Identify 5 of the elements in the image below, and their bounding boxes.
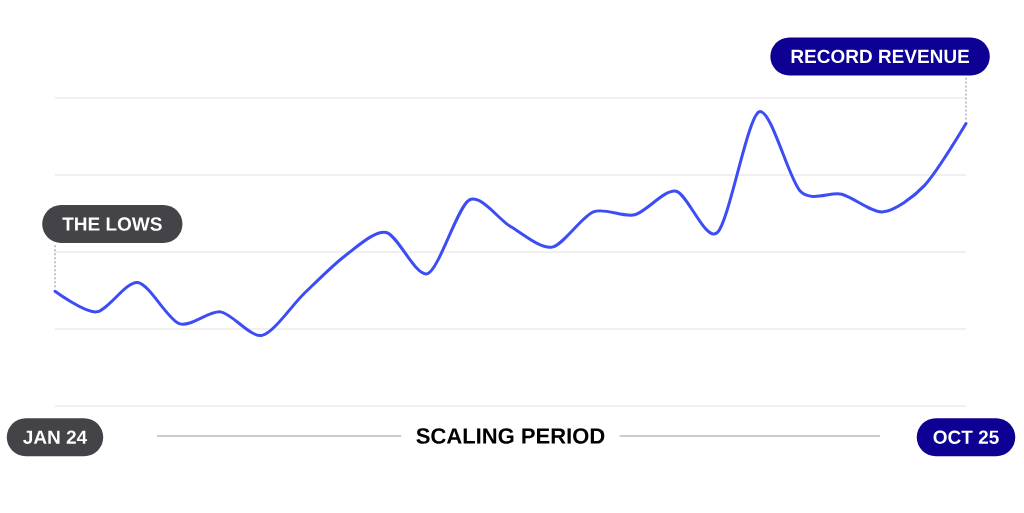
annotation: RECORD REVENUE (791, 49, 970, 64)
annotation: THE LOWS (62, 217, 162, 231)
x-tick-label: OCT 25 (933, 430, 999, 444)
x-tick-label: JAN 24 (23, 430, 88, 444)
x-axis-title: SCALING PERIOD (416, 428, 605, 444)
